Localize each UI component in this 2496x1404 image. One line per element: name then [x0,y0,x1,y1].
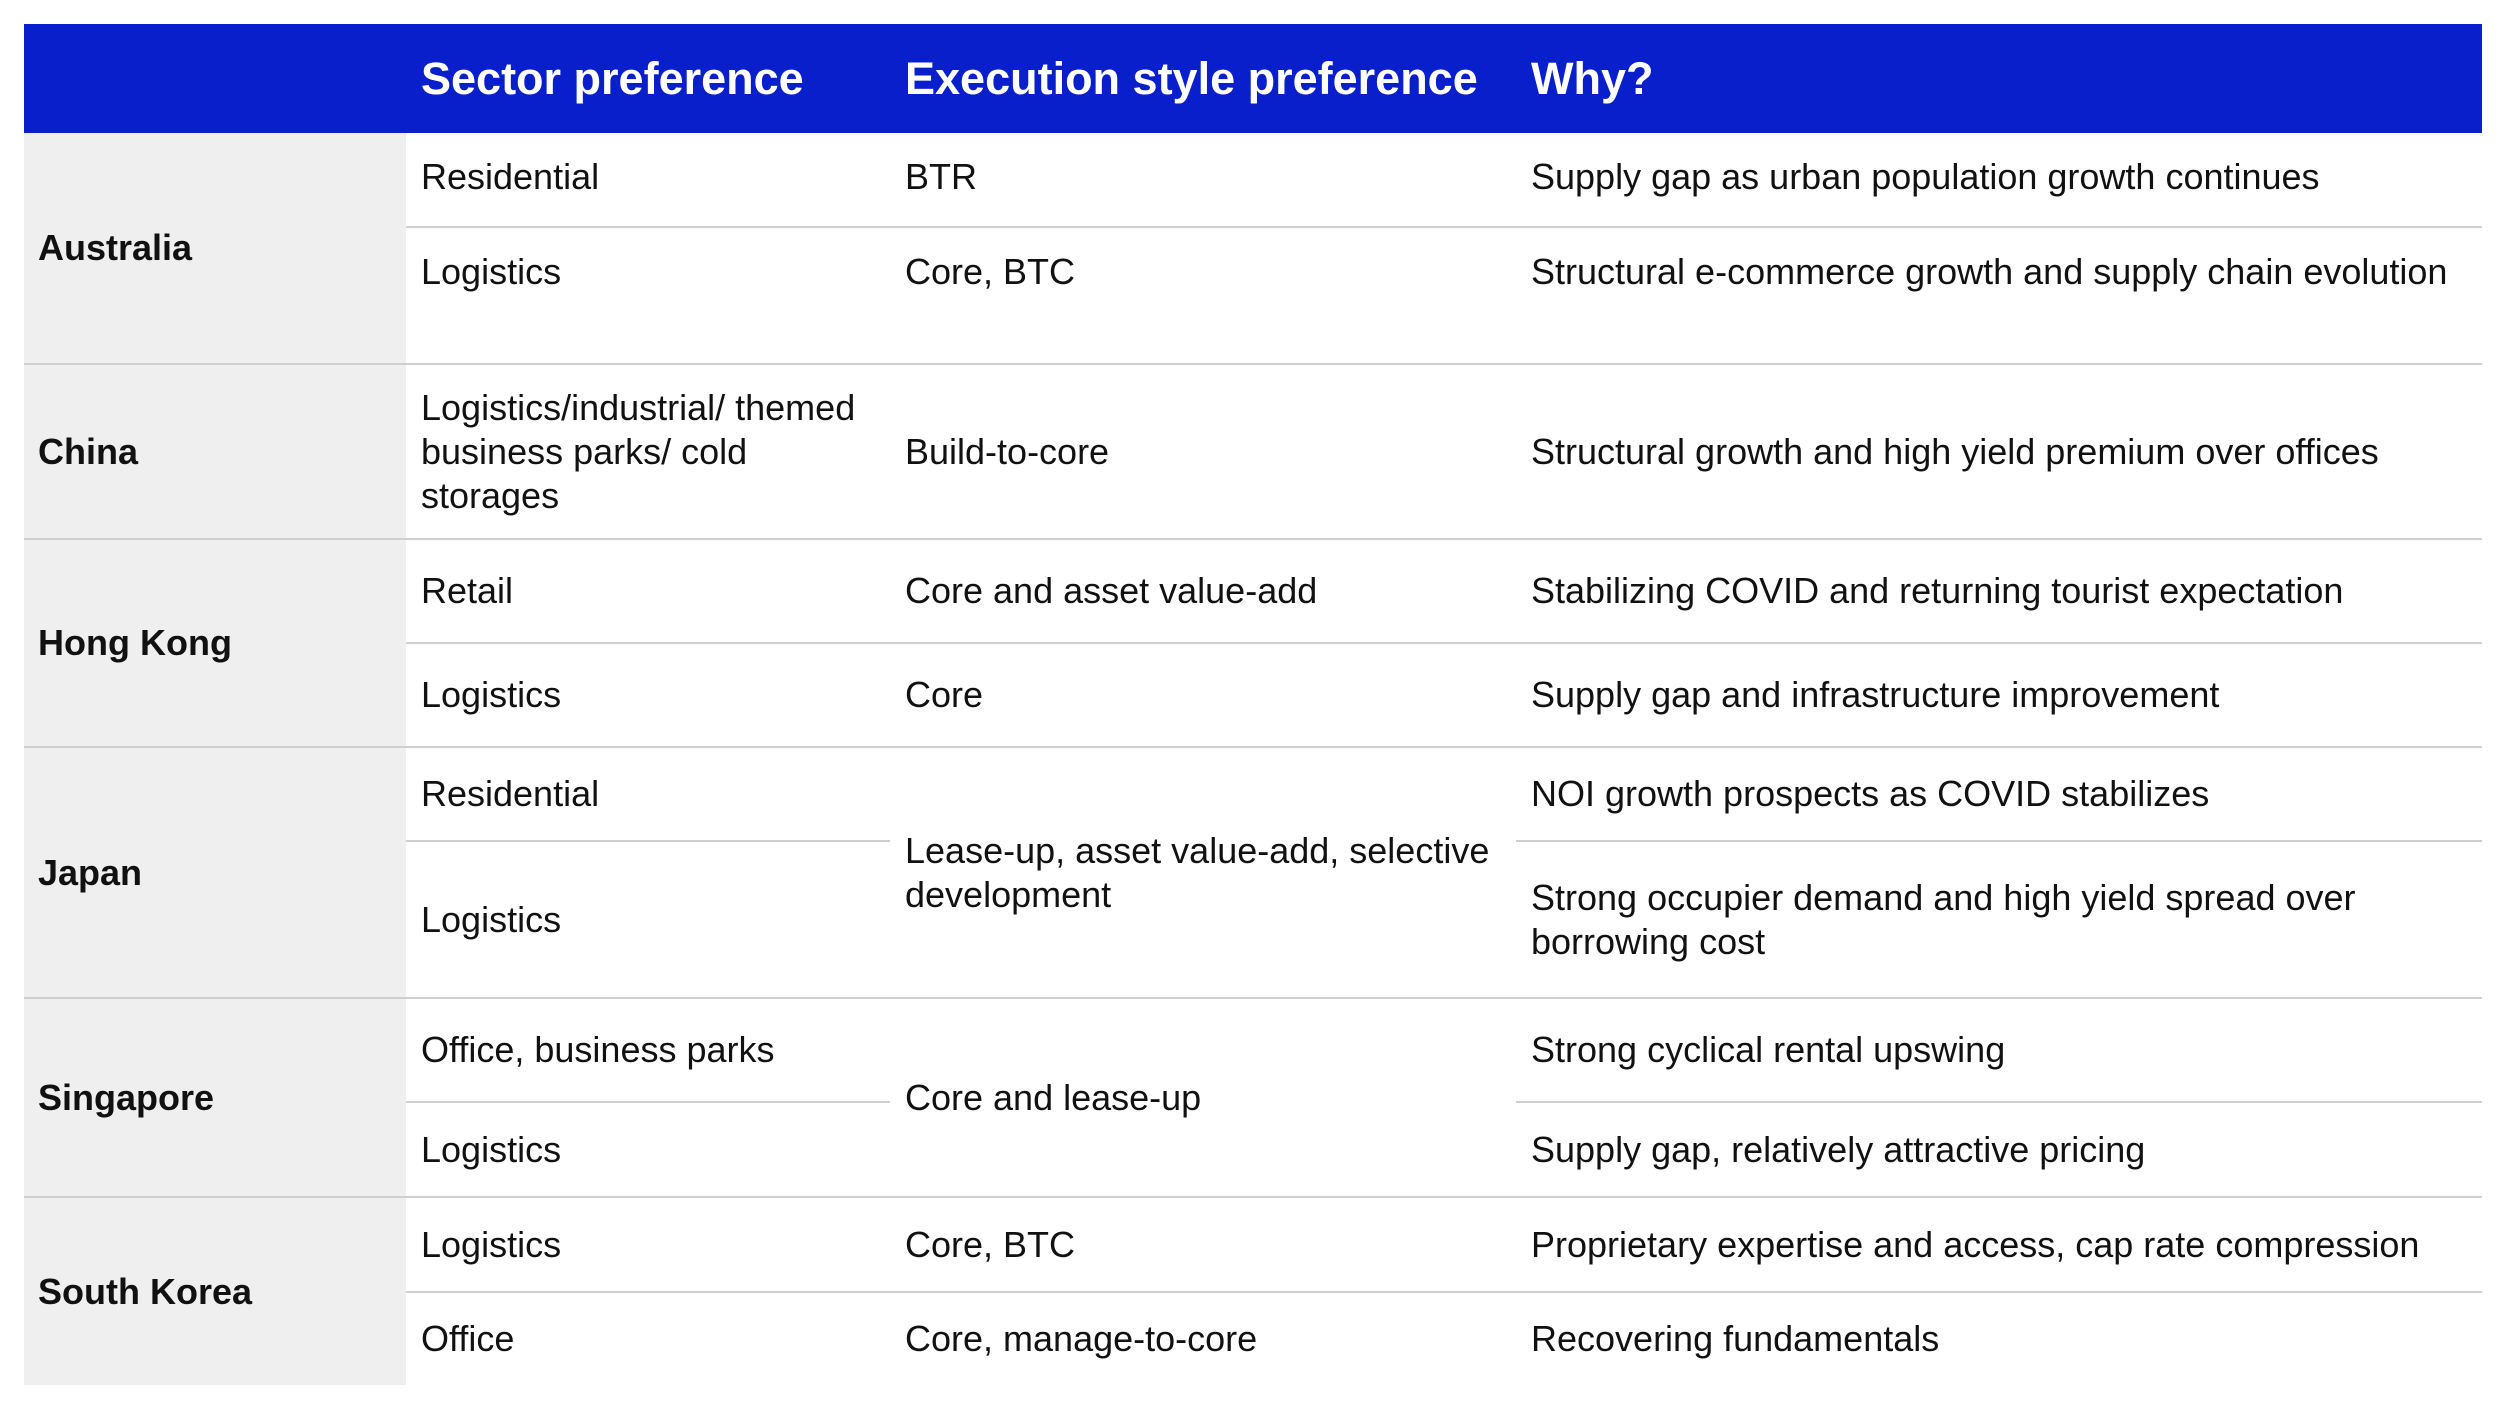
why-cell: Structural growth and high yield premium… [1516,363,2482,538]
execution-cell: Core [890,642,1516,746]
execution-cell: Lease-up, asset value-add, selective dev… [890,746,1516,997]
execution-cell: Core, manage-to-core [890,1291,1516,1385]
country-south-korea: South Korea [24,1196,406,1385]
sector-cell: Logistics/industrial/ themed business pa… [406,363,890,538]
country-australia: Australia [24,133,406,363]
sector-cell: Logistics [406,642,890,746]
why-cell: Proprietary expertise and access, cap ra… [1516,1196,2482,1291]
country-japan: Japan [24,746,406,997]
header-execution-style-preference: Execution style preference [890,24,1516,133]
execution-cell: Build-to-core [890,363,1516,538]
why-cell: Structural e-commerce growth and supply … [1516,226,2482,363]
execution-cell: Core, BTC [890,1196,1516,1291]
why-cell: Supply gap, relatively attractive pricin… [1516,1101,2482,1196]
header-why: Why? [1516,24,2482,133]
why-cell: Strong cyclical rental upswing [1516,997,2482,1101]
sector-cell: Office, business parks [406,997,890,1101]
execution-cell: Core, BTC [890,226,1516,363]
execution-cell: Core and lease-up [890,997,1516,1196]
execution-cell: Core and asset value-add [890,538,1516,642]
sector-cell: Residential [406,746,890,840]
sector-cell: Logistics [406,1101,890,1196]
country-singapore: Singapore [24,997,406,1196]
why-cell: NOI growth prospects as COVID stabilizes [1516,746,2482,840]
why-cell: Stabilizing COVID and returning tourist … [1516,538,2482,642]
why-cell: Recovering fundamentals [1516,1291,2482,1385]
header-sector-preference: Sector preference [406,24,890,133]
sector-cell: Retail [406,538,890,642]
why-cell: Supply gap as urban population growth co… [1531,156,2320,197]
sector-cell: Office [406,1291,890,1385]
sector-cell: Logistics [406,1196,890,1291]
sector-cell: Residential [421,156,600,197]
sector-cell: Logistics [406,840,890,997]
country-china: China [24,363,406,538]
sector-cell: Logistics [406,226,890,363]
country-hong-kong: Hong Kong [24,538,406,746]
preference-table: Sector preference Execution style prefer… [24,24,2482,1388]
execution-cell: BTR [905,156,977,197]
header-blank-cell [24,24,406,133]
why-cell: Supply gap and infrastructure improvemen… [1516,642,2482,746]
why-cell: Strong occupier demand and high yield sp… [1516,840,2482,997]
